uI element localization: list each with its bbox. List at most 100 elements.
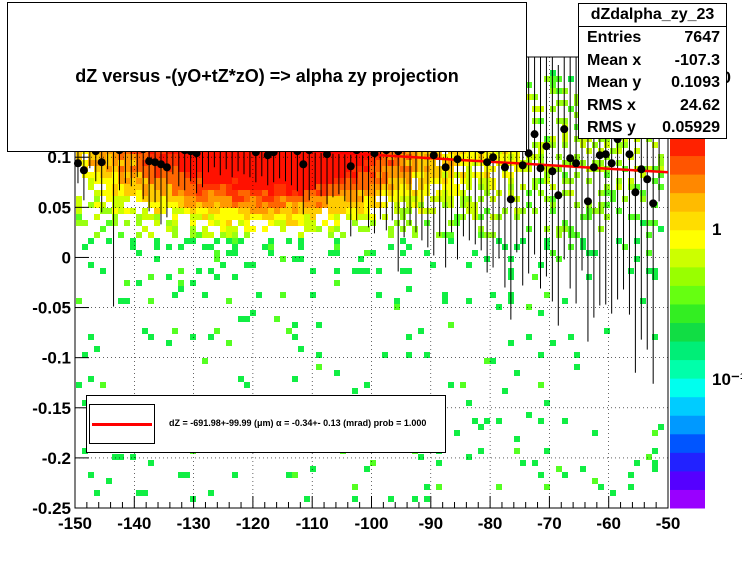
heatmap-cell [292, 178, 298, 184]
heatmap-cell [214, 160, 220, 166]
heatmap-cell [604, 214, 610, 220]
x-tick-label: -90 [419, 514, 444, 533]
heatmap-cell [352, 208, 358, 214]
heatmap-cell [376, 184, 382, 190]
heatmap-cell [196, 232, 202, 238]
heatmap-cell [280, 292, 286, 298]
heatmap-cell [652, 448, 658, 454]
heatmap-cell [172, 202, 178, 208]
heatmap-cell [112, 184, 118, 190]
heatmap-cell [604, 202, 610, 208]
heatmap-cell [136, 160, 142, 166]
heatmap-cell [238, 316, 244, 322]
heatmap-cell [334, 154, 340, 160]
heatmap-cell [412, 166, 418, 172]
heatmap-cell [226, 184, 232, 190]
heatmap-cell [76, 214, 82, 220]
heatmap-cell [280, 178, 286, 184]
palette-segment [670, 192, 705, 212]
heatmap-cell [166, 190, 172, 196]
heatmap-cell [250, 184, 256, 190]
heatmap-cell [550, 136, 556, 142]
profile-point [542, 142, 551, 151]
heatmap-cell [244, 208, 250, 214]
heatmap-cell [214, 172, 220, 178]
heatmap-cell [364, 466, 370, 472]
heatmap-cell [292, 202, 298, 208]
heatmap-cell [124, 280, 130, 286]
profile-point [566, 154, 575, 163]
heatmap-cell [190, 280, 196, 286]
heatmap-cell [208, 214, 214, 220]
heatmap-cell [580, 160, 586, 166]
heatmap-cell [562, 190, 568, 196]
heatmap-cell [226, 190, 232, 196]
heatmap-cell [346, 154, 352, 160]
heatmap-cell [214, 184, 220, 190]
profile-point [548, 167, 557, 176]
heatmap-cell [424, 172, 430, 178]
heatmap-cell [274, 202, 280, 208]
heatmap-cell [550, 196, 556, 202]
heatmap-cell [334, 184, 340, 190]
heatmap-cell [292, 220, 298, 226]
stats-histogram-name: dZdalpha_zy_23 [579, 4, 726, 27]
heatmap-cell [232, 172, 238, 178]
profile-point [506, 195, 515, 204]
heatmap-cell [280, 172, 286, 178]
heatmap-cell [640, 196, 646, 202]
heatmap-cell [142, 196, 148, 202]
heatmap-cell [244, 166, 250, 172]
heatmap-cell [232, 238, 238, 244]
heatmap-cell [436, 178, 442, 184]
heatmap-cell [562, 172, 568, 178]
heatmap-cell [214, 208, 220, 214]
heatmap-cell [334, 190, 340, 196]
heatmap-cell [190, 238, 196, 244]
stats-key: Mean y [587, 74, 642, 91]
heatmap-cell [310, 178, 316, 184]
heatmap-cell [178, 280, 184, 286]
heatmap-cell [550, 106, 556, 112]
heatmap-cell [616, 208, 622, 214]
heatmap-cell [202, 292, 208, 298]
x-tick-label: -150 [58, 514, 92, 533]
heatmap-cell [112, 214, 118, 220]
heatmap-cell [388, 160, 394, 166]
x-tick-label: -60 [596, 514, 621, 533]
heatmap-cell [130, 160, 136, 166]
heatmap-cell [316, 166, 322, 172]
heatmap-cell [238, 184, 244, 190]
heatmap-cell [178, 166, 184, 172]
heatmap-cell [76, 202, 82, 208]
heatmap-cell [304, 214, 310, 220]
heatmap-cell [466, 262, 472, 268]
heatmap-cell [238, 214, 244, 220]
heatmap-cell [328, 190, 334, 196]
heatmap-cell [190, 334, 196, 340]
heatmap-cell [118, 202, 124, 208]
heatmap-cell [172, 184, 178, 190]
heatmap-cell [166, 226, 172, 232]
heatmap-cell [562, 178, 568, 184]
heatmap-cell [238, 208, 244, 214]
heatmap-cell [562, 226, 568, 232]
heatmap-cell [490, 292, 496, 298]
heatmap-cell [244, 220, 250, 226]
heatmap-cell [166, 154, 172, 160]
heatmap-cell [106, 478, 112, 484]
heatmap-cell [400, 190, 406, 196]
heatmap-cell [262, 202, 268, 208]
heatmap-cell [406, 160, 412, 166]
heatmap-cell [376, 190, 382, 196]
heatmap-cell [370, 220, 376, 226]
heatmap-cell [274, 316, 280, 322]
heatmap-cell [274, 172, 280, 178]
heatmap-cell [88, 160, 94, 166]
heatmap-cell [286, 220, 292, 226]
heatmap-cell [238, 238, 244, 244]
profile-point [595, 151, 604, 160]
heatmap-cell [448, 322, 454, 328]
heatmap-cell [352, 202, 358, 208]
heatmap-cell [424, 496, 430, 502]
